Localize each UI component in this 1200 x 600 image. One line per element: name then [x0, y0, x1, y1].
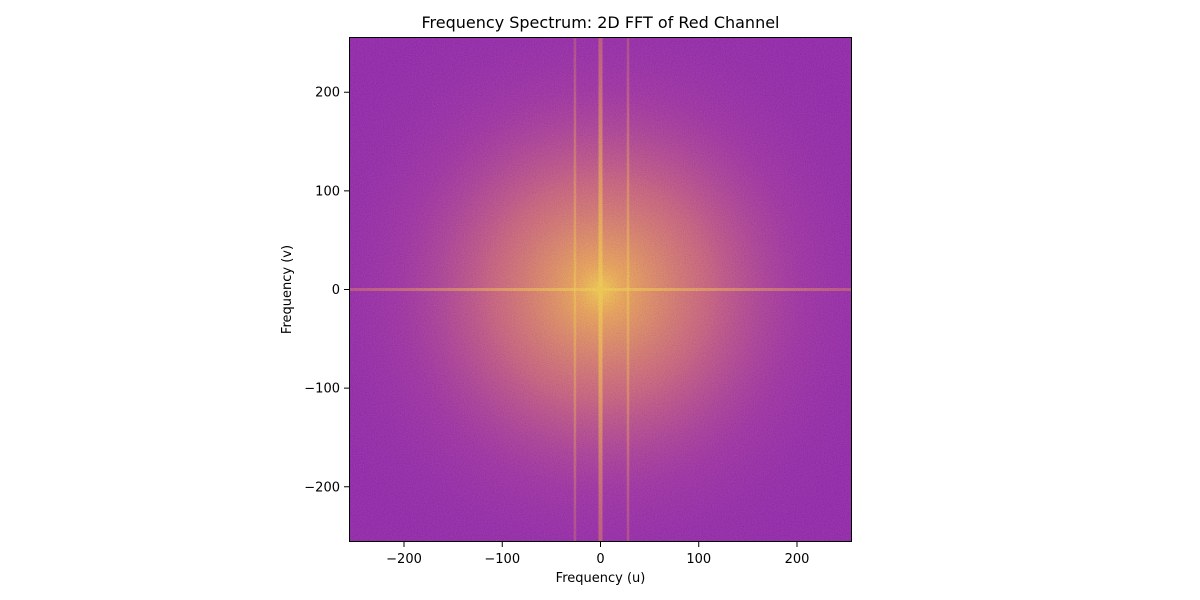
y-tick-label: −200 [304, 480, 340, 495]
y-axis: −200 −100 0 100 200 [304, 86, 349, 495]
plot-frame [349, 37, 852, 542]
x-tick-label: 100 [686, 552, 711, 567]
x-tick-label: 200 [785, 552, 810, 567]
x-tick-label: −100 [484, 552, 520, 567]
y-axis-label: Frequency (v) [280, 245, 295, 334]
heatmap-noise-texture [349, 37, 852, 542]
x-axis: −200 −100 0 100 200 [386, 542, 809, 567]
x-axis-label: Frequency (u) [556, 571, 646, 586]
heatmap-plot-area [349, 37, 852, 542]
y-tick-label: −100 [304, 382, 340, 397]
x-tick-label: 0 [596, 552, 604, 567]
x-tick-label: −200 [386, 552, 422, 567]
y-tick-label: 0 [332, 283, 340, 298]
y-tick-label: 100 [315, 184, 340, 199]
y-tick-label: 200 [315, 86, 340, 101]
chart-title: Frequency Spectrum: 2D FFT of Red Channe… [422, 13, 780, 32]
